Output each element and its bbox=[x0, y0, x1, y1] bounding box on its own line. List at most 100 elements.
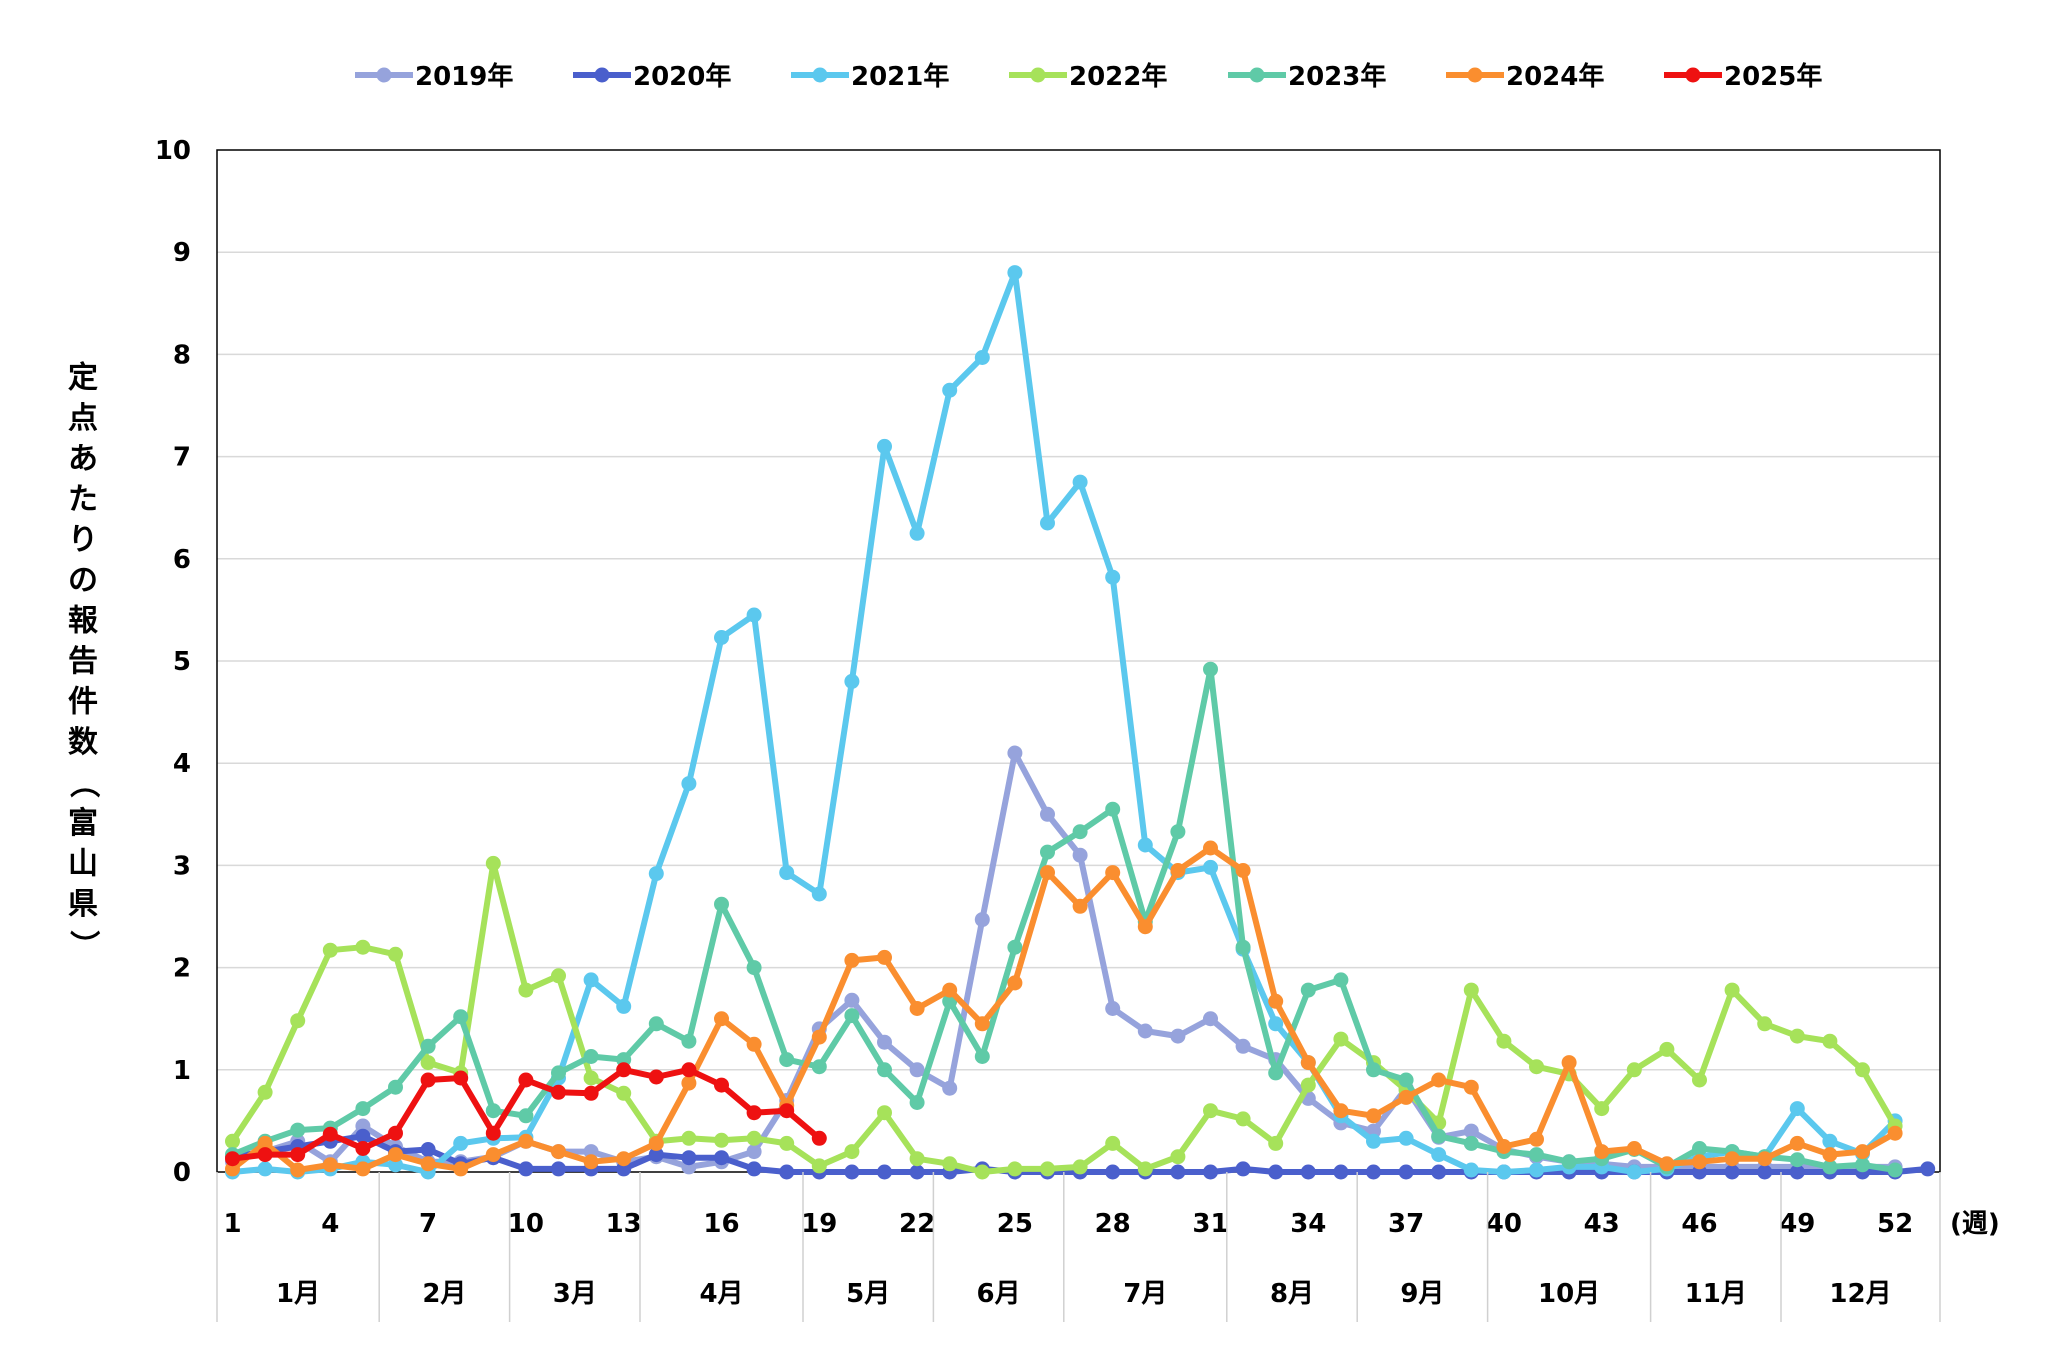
x-axis-unit: (週) bbox=[1950, 1209, 2000, 1239]
data-point bbox=[290, 1013, 306, 1029]
data-point bbox=[257, 1084, 273, 1100]
legend-label: 2022年 bbox=[1069, 61, 1167, 92]
data-point bbox=[811, 1029, 827, 1045]
data-point bbox=[1431, 1147, 1447, 1163]
data-point bbox=[1040, 1161, 1055, 1177]
data-point bbox=[1007, 975, 1023, 991]
data-point bbox=[681, 776, 697, 792]
data-point bbox=[1561, 1055, 1577, 1071]
data-point bbox=[1366, 1062, 1381, 1078]
data-point bbox=[1137, 1161, 1153, 1177]
data-point bbox=[518, 1133, 534, 1149]
data-point bbox=[974, 350, 990, 365]
data-point bbox=[257, 1135, 273, 1151]
data-point bbox=[942, 1156, 958, 1172]
data-point bbox=[1594, 1144, 1610, 1160]
data-point bbox=[844, 1164, 860, 1180]
data-point bbox=[1789, 1164, 1805, 1180]
legend-label: 2025年 bbox=[1724, 61, 1822, 92]
y-tick-label: 1 bbox=[173, 1056, 191, 1086]
legend-marker bbox=[1685, 67, 1701, 83]
data-point bbox=[1561, 1154, 1577, 1170]
series-line bbox=[229, 845, 1899, 1173]
data-point bbox=[1007, 1161, 1023, 1177]
data-point bbox=[1398, 1072, 1414, 1088]
legend-label: 2021年 bbox=[851, 61, 949, 92]
data-point bbox=[290, 1147, 306, 1163]
data-point bbox=[1398, 1089, 1414, 1105]
data-point bbox=[453, 1161, 469, 1177]
data-point bbox=[420, 1072, 436, 1088]
data-point bbox=[1137, 919, 1153, 935]
series-2024年 bbox=[225, 840, 1903, 1178]
data-point bbox=[648, 1147, 664, 1163]
data-point bbox=[485, 855, 501, 871]
data-point bbox=[1040, 865, 1055, 881]
data-point bbox=[420, 1038, 436, 1054]
data-point bbox=[420, 1142, 436, 1157]
data-point bbox=[779, 1164, 795, 1180]
legend-marker bbox=[376, 67, 392, 83]
data-point bbox=[355, 1101, 371, 1117]
data-point bbox=[322, 1157, 338, 1173]
data-point bbox=[518, 1161, 534, 1177]
data-point bbox=[1300, 1055, 1316, 1071]
data-point bbox=[1822, 1147, 1838, 1163]
data-point bbox=[1072, 1159, 1088, 1175]
x-tick-label: 49 bbox=[1779, 1209, 1815, 1239]
data-point bbox=[909, 1095, 925, 1110]
legend-item: 2025年 bbox=[1664, 61, 1822, 92]
data-point bbox=[877, 1034, 892, 1050]
data-point bbox=[877, 949, 892, 965]
data-point bbox=[551, 1065, 566, 1081]
data-point bbox=[583, 1049, 599, 1064]
series-layer bbox=[225, 265, 1936, 1180]
series-2022年 bbox=[225, 855, 1903, 1180]
data-point bbox=[877, 1062, 892, 1078]
data-point bbox=[1300, 982, 1316, 998]
data-point bbox=[746, 607, 762, 623]
data-point bbox=[844, 952, 860, 968]
data-point bbox=[485, 1125, 501, 1141]
data-point bbox=[1626, 1141, 1642, 1156]
series-line bbox=[229, 269, 1899, 1175]
data-point bbox=[779, 1052, 795, 1068]
data-point bbox=[746, 1130, 762, 1146]
data-point bbox=[1007, 939, 1023, 955]
data-point bbox=[844, 1144, 860, 1160]
data-point bbox=[1463, 1162, 1479, 1178]
data-point bbox=[1496, 1164, 1512, 1180]
data-point bbox=[877, 438, 892, 454]
series-2025年 bbox=[225, 1062, 827, 1167]
month-label: 10月 bbox=[1538, 1279, 1600, 1309]
data-point bbox=[1757, 1151, 1773, 1167]
data-point bbox=[1203, 661, 1218, 677]
y-label-char: ） bbox=[66, 930, 101, 960]
data-point bbox=[909, 1151, 925, 1167]
data-point bbox=[714, 1132, 729, 1148]
legend-item: 2023年 bbox=[1228, 61, 1386, 92]
data-point bbox=[1398, 1164, 1414, 1180]
y-label-char: 定 bbox=[68, 361, 98, 396]
y-label-char: あ bbox=[68, 442, 98, 477]
data-point bbox=[1659, 1156, 1675, 1172]
y-tick-label: 8 bbox=[173, 340, 191, 370]
data-point bbox=[714, 1077, 729, 1093]
data-point bbox=[322, 1126, 338, 1142]
data-point bbox=[648, 1135, 664, 1151]
y-tick-label: 4 bbox=[173, 749, 191, 779]
data-point bbox=[1203, 1103, 1218, 1119]
data-point bbox=[225, 1151, 240, 1167]
data-point bbox=[355, 1141, 371, 1156]
month-label: 5月 bbox=[846, 1279, 890, 1309]
month-label: 7月 bbox=[1123, 1279, 1167, 1309]
data-point bbox=[909, 1001, 925, 1016]
data-point bbox=[322, 942, 338, 958]
x-tick-label: 52 bbox=[1877, 1209, 1913, 1239]
legend-marker bbox=[812, 67, 828, 83]
data-point bbox=[1366, 1108, 1381, 1124]
y-axis-ticks: 0 1 2 3 4 5 6 7 8 9 10 bbox=[155, 136, 191, 1188]
data-point bbox=[1789, 1101, 1805, 1117]
data-point bbox=[1268, 993, 1284, 1009]
